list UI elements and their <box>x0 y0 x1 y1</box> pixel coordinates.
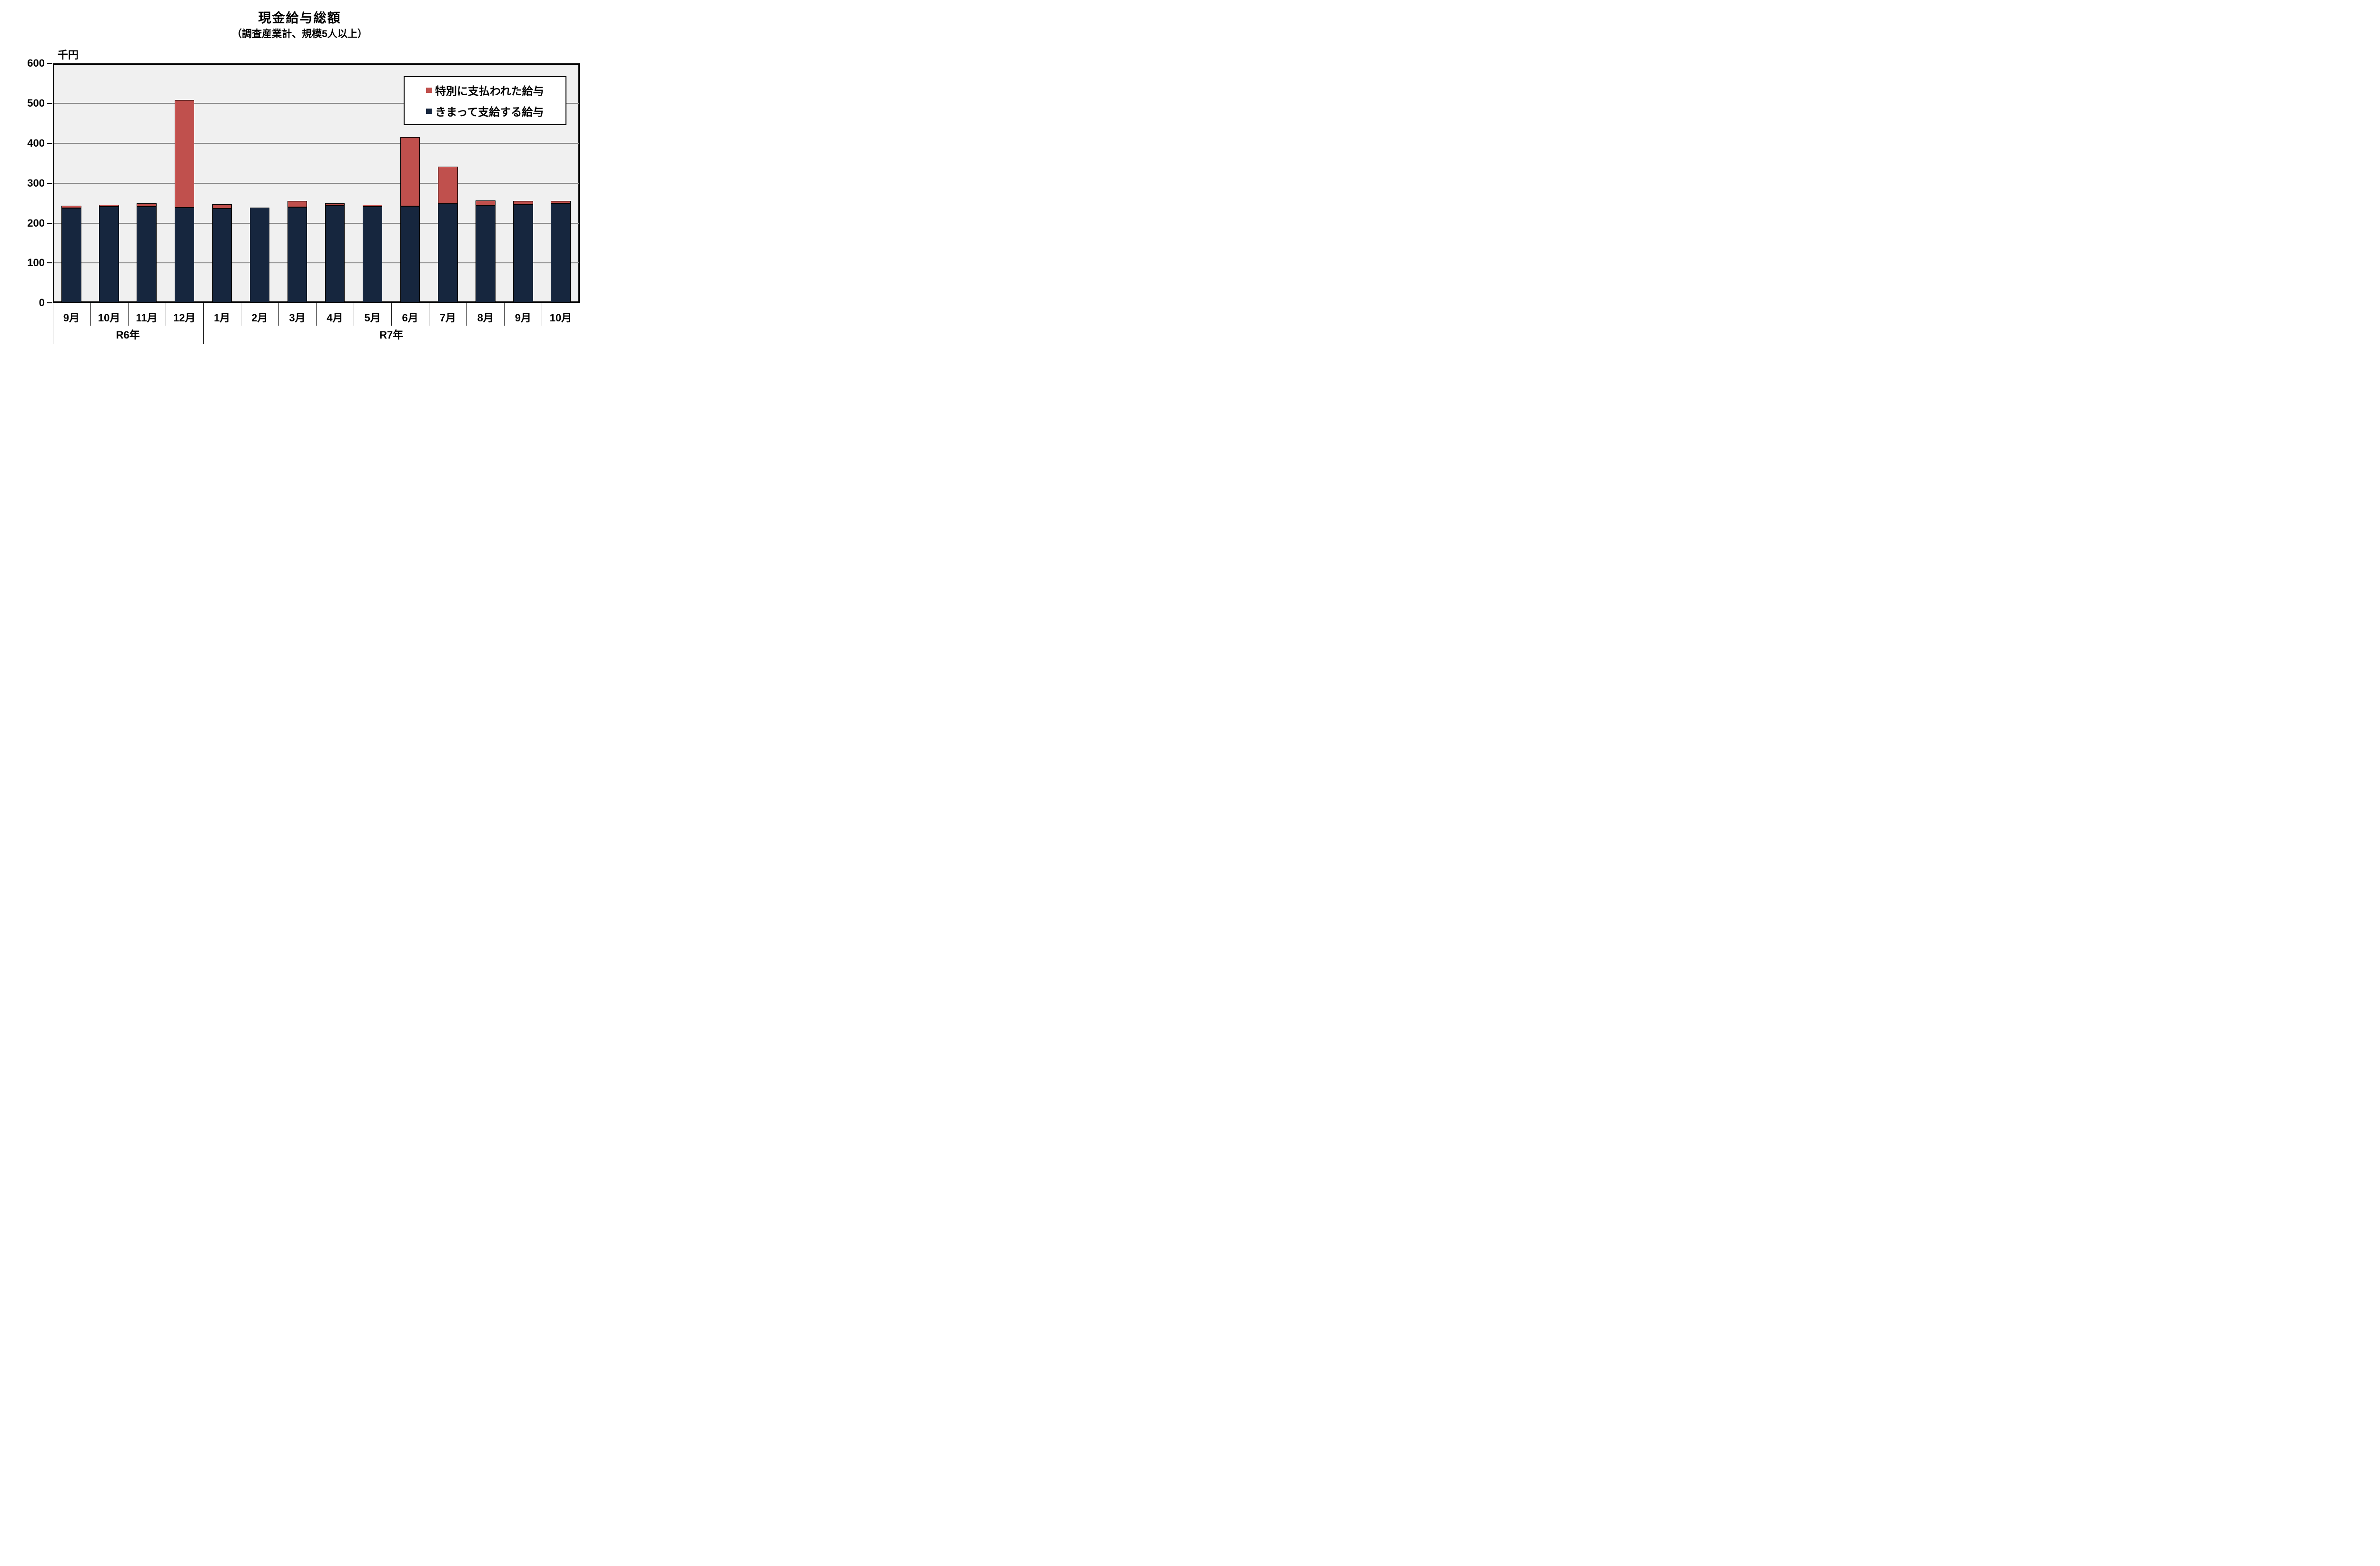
legend-swatch-regular <box>426 108 432 114</box>
chart-title: 現金給与総額 <box>258 11 341 25</box>
bar-special-1 <box>99 204 119 207</box>
x-separator-year-4 <box>203 303 204 344</box>
bar-regular-13 <box>551 203 571 303</box>
chart-subtitle: （調査産業計、規模5人以上） <box>232 29 367 40</box>
x-tick-label-4: 1月 <box>214 312 230 324</box>
bar-regular-0 <box>61 208 81 303</box>
x-separator-month-2 <box>128 303 129 326</box>
bar-special-6 <box>287 200 307 208</box>
y-axis-unit-label: 千円 <box>57 49 79 61</box>
y-tick-mark-200 <box>47 222 52 224</box>
y-tick-mark-0 <box>47 302 52 304</box>
y-tick-label-0: 0 <box>39 297 45 309</box>
bar-regular-2 <box>137 207 157 303</box>
bar-special-3 <box>174 100 194 208</box>
x-tick-label-11: 8月 <box>477 312 494 324</box>
bar-special-4 <box>212 204 232 209</box>
year-label-R6年: R6年 <box>116 329 140 341</box>
x-tick-label-8: 5月 <box>364 312 381 324</box>
bar-regular-9 <box>400 206 420 303</box>
bar-regular-3 <box>174 207 194 303</box>
x-tick-label-3: 12月 <box>173 312 196 324</box>
bar-special-12 <box>513 200 533 205</box>
legend-entry-special: 特別に支払われた給与 <box>405 82 566 98</box>
bar-special-8 <box>362 204 383 207</box>
bar-special-0 <box>61 206 81 208</box>
x-separator-month-6 <box>278 303 279 326</box>
bar-regular-12 <box>513 205 533 303</box>
bar-regular-6 <box>287 207 307 303</box>
bar-regular-10 <box>438 204 458 303</box>
bar-regular-1 <box>99 207 119 303</box>
gridline-500 <box>53 103 579 104</box>
x-separator-month-7 <box>316 303 317 326</box>
x-separator-month-11 <box>466 303 467 326</box>
gridline-100 <box>53 262 579 264</box>
year-label-R7年: R7年 <box>379 329 404 341</box>
y-tick-label-600: 600 <box>27 57 45 70</box>
x-tick-label-6: 3月 <box>289 312 306 324</box>
gridline-300 <box>53 182 579 184</box>
x-tick-label-1: 10月 <box>98 312 120 324</box>
x-tick-label-9: 6月 <box>402 312 418 324</box>
bar-regular-5 <box>249 207 270 303</box>
bar-special-7 <box>325 203 345 206</box>
x-tick-label-10: 7月 <box>439 312 456 324</box>
y-tick-label-300: 300 <box>27 177 45 189</box>
bar-regular-8 <box>362 207 383 303</box>
x-tick-label-13: 10月 <box>549 312 572 324</box>
x-separator-month-9 <box>391 303 392 326</box>
y-tick-label-500: 500 <box>27 97 45 110</box>
x-tick-label-12: 9月 <box>515 312 531 324</box>
legend-entry-regular: きまって支給する給与 <box>405 103 566 119</box>
bar-special-13 <box>551 200 571 203</box>
x-tick-label-7: 4月 <box>327 312 343 324</box>
x-tick-label-0: 9月 <box>63 312 80 324</box>
y-tick-label-100: 100 <box>27 257 45 269</box>
gridline-400 <box>53 142 579 144</box>
chart-canvas: 現金給与総額 （調査産業計、規模5人以上） 千円 0 100 200 300 400 50… <box>0 0 599 391</box>
gridline-200 <box>53 222 579 224</box>
y-tick-mark-400 <box>47 142 52 144</box>
bar-special-11 <box>476 200 496 205</box>
legend-swatch-special <box>426 87 432 93</box>
bar-regular-4 <box>212 208 232 303</box>
bar-special-10 <box>438 167 458 204</box>
y-tick-mark-500 <box>47 103 52 104</box>
y-tick-label-200: 200 <box>27 217 45 229</box>
bar-regular-7 <box>325 205 345 303</box>
y-tick-mark-600 <box>47 63 52 64</box>
x-tick-label-5: 2月 <box>251 312 268 324</box>
x-separator-month-1 <box>90 303 91 326</box>
legend-label-special: 特別に支払われた給与 <box>435 85 544 98</box>
y-tick-label-400: 400 <box>27 137 45 149</box>
x-separator-month-12 <box>504 303 505 326</box>
legend: 特別に支払われた給与 きまって支給する給与 <box>403 76 566 125</box>
y-tick-mark-300 <box>47 182 52 184</box>
x-tick-label-2: 11月 <box>136 312 158 324</box>
bar-regular-11 <box>476 205 496 303</box>
legend-label-regular: きまって支給する給与 <box>435 106 544 119</box>
bar-special-2 <box>137 203 157 207</box>
y-tick-mark-100 <box>47 262 52 264</box>
bar-special-9 <box>400 137 420 207</box>
